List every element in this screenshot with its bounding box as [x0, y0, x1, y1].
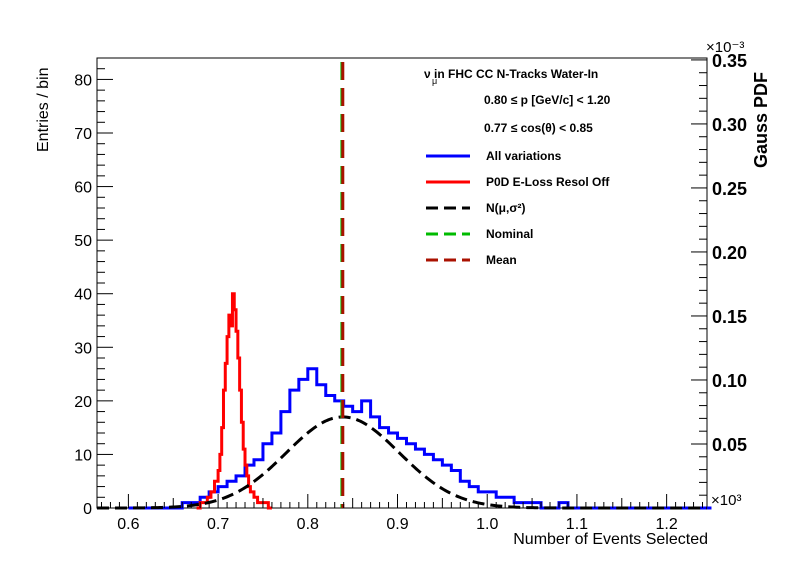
y-tick-label: 30: [74, 340, 92, 357]
legend-label-1: P0D E-Loss Resol Off: [486, 175, 610, 189]
legend-label-0: All variations: [486, 149, 562, 163]
y2-tick-label: 0.35: [712, 51, 747, 71]
legend-label-3: Nominal: [486, 227, 533, 241]
y-tick-label: 80: [74, 72, 92, 89]
y2-axis-title: Gauss PDF: [751, 72, 771, 168]
y-tick-label: 0: [83, 501, 92, 518]
legend-label-4: Mean: [486, 253, 517, 267]
plot-frame: [96, 57, 708, 509]
y2-multiplier-label: ×10⁻³: [706, 39, 744, 56]
y-tick-label: 20: [74, 394, 92, 411]
series-layer: [97, 62, 712, 510]
annotation-block: ν in FHC CC N-Tracks Water-In μ 0.80 ≤ p…: [424, 67, 611, 135]
x-tick-label: 1.0: [476, 516, 498, 533]
series-gauss-fit-line: [97, 415, 707, 510]
y-tick-label: 10: [74, 447, 92, 464]
annotation-title: ν in FHC CC N-Tracks Water-In: [424, 67, 598, 81]
x-multiplier-label: ×10³: [711, 492, 741, 509]
y-axis-title: Entries / bin: [35, 68, 52, 152]
x-tick-label: 0.9: [386, 516, 408, 533]
y2-tick-label: 0.05: [712, 435, 747, 455]
y2-tick-label: 0.30: [712, 115, 747, 135]
axes-layer: 0.6 0.7 0.8 0.9 1.0 1.1 1.2 0 10 20 30 40 50 60 70 80 0.…: [74, 51, 747, 533]
x-tick-label: 0.6: [117, 516, 139, 533]
x-tick-label: 0.7: [207, 516, 229, 533]
series-p0d-eloss-resol-off-line: [196, 292, 272, 510]
y2-tick-label: 0.20: [712, 243, 747, 263]
y-tick-label: 50: [74, 233, 92, 250]
series-all-variations-line: [128, 367, 712, 510]
y2-tick-label: 0.10: [712, 371, 747, 391]
y2-tick-label: 0.25: [712, 179, 747, 199]
plot-border: [96, 57, 708, 509]
x-tick-label: 1.1: [566, 516, 588, 533]
x-tick-label: 0.8: [297, 516, 319, 533]
y-tick-label: 40: [74, 287, 92, 304]
x-tick-label: 1.2: [656, 516, 678, 533]
y-tick-label: 70: [74, 126, 92, 143]
y-tick-label: 60: [74, 180, 92, 197]
annotation-momentum: 0.80 ≤ p [GeV/c] < 1.20: [484, 93, 611, 107]
annotation-title-subscript: μ: [432, 76, 437, 86]
annotation-title-text: ν in FHC CC N-Tracks Water-In: [424, 67, 598, 81]
x-axis-title: Number of Events Selected: [513, 531, 708, 548]
legend-label-2: N(μ,σ²): [486, 201, 526, 215]
annotation-angle: 0.77 ≤ cos(θ) < 0.85: [484, 121, 593, 135]
y2-tick-label: 0.15: [712, 307, 747, 327]
legend: All variations P0D E-Loss Resol Off N(μ,σ²…: [426, 149, 610, 267]
